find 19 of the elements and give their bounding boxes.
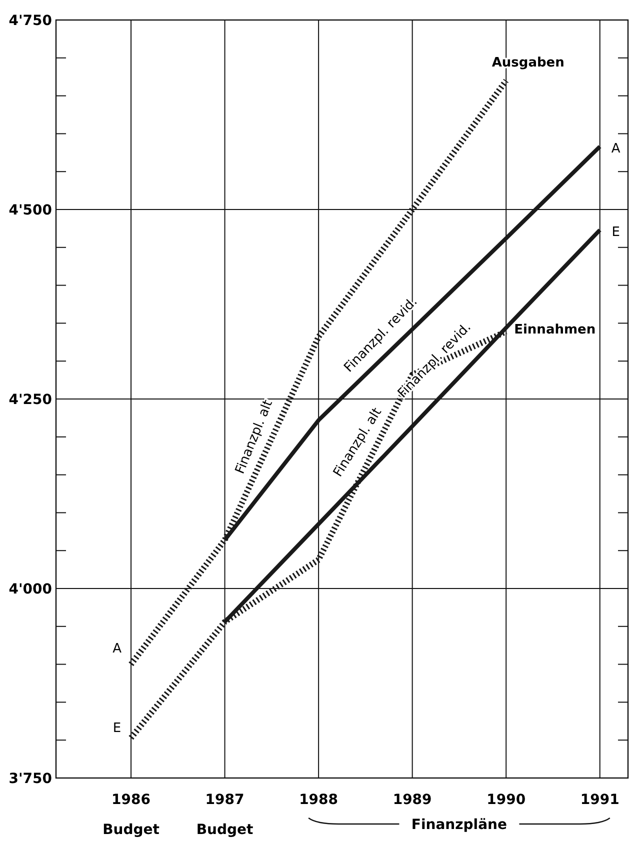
annotation: A bbox=[611, 142, 620, 157]
x-tick-label: 1991 bbox=[580, 792, 620, 808]
y-tick-label: 4'750 bbox=[8, 13, 52, 29]
x-tick-label: 1987 bbox=[205, 792, 244, 808]
x-tick-label: 1990 bbox=[486, 792, 526, 808]
x-tick-label: 1989 bbox=[392, 792, 432, 808]
annotation: E bbox=[112, 720, 122, 736]
text: Finanzpläne bbox=[411, 817, 508, 833]
y-tick-label: 4'500 bbox=[8, 202, 52, 218]
text: Budget bbox=[102, 822, 160, 838]
y-tick-label: 4'000 bbox=[8, 582, 52, 598]
text: Budget bbox=[196, 822, 254, 838]
x-tick-label: 1986 bbox=[112, 792, 150, 808]
y-tick-label: 4'250 bbox=[8, 392, 52, 408]
annotation: Einnahmen bbox=[514, 322, 596, 338]
x-tick-label: 1988 bbox=[299, 792, 338, 808]
y-tick-label: 3'750 bbox=[8, 771, 52, 787]
annotation: A bbox=[112, 641, 122, 656]
annotation: E bbox=[612, 224, 620, 240]
